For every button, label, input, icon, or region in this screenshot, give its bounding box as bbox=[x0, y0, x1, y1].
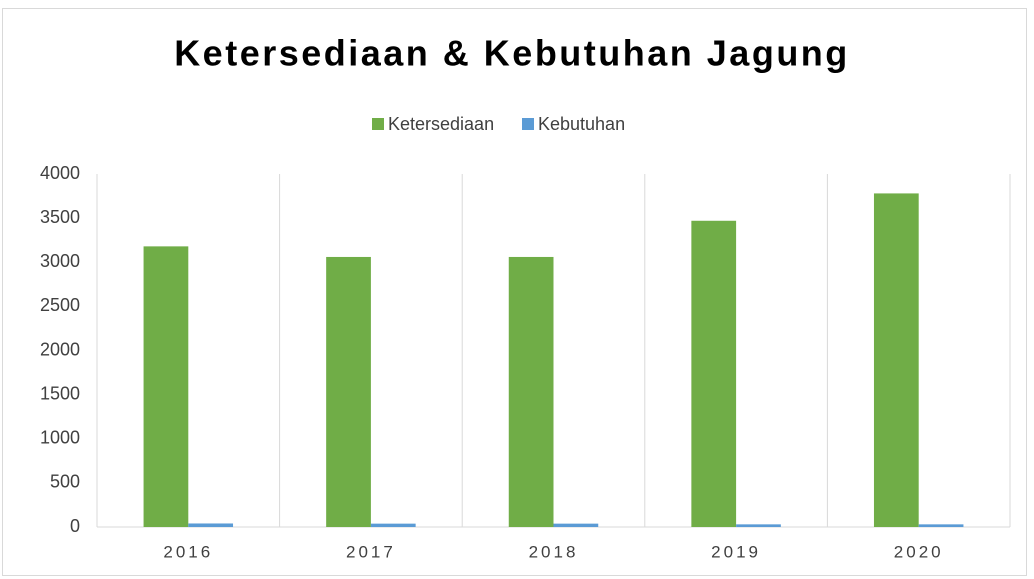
chart-title: Ketersediaan & Kebutuhan Jagung bbox=[174, 33, 850, 74]
y-tick-label: 3500 bbox=[40, 207, 80, 227]
y-tick-label: 2000 bbox=[40, 339, 80, 359]
legend-label: Ketersediaan bbox=[388, 114, 494, 134]
bar bbox=[691, 220, 737, 527]
y-tick-label: 500 bbox=[50, 472, 80, 492]
bar bbox=[326, 256, 371, 527]
y-tick-label: 0 bbox=[70, 516, 80, 536]
legend-swatch bbox=[522, 118, 534, 130]
x-tick-label: 2017 bbox=[346, 542, 396, 561]
bar bbox=[508, 256, 554, 527]
x-tick-label: 2016 bbox=[163, 542, 213, 561]
x-tick-label: 2018 bbox=[529, 542, 579, 561]
bar bbox=[370, 523, 416, 527]
bar bbox=[918, 524, 964, 527]
bar bbox=[188, 523, 234, 527]
legend-swatch bbox=[372, 118, 384, 130]
bar bbox=[873, 193, 919, 528]
x-tick-label: 2019 bbox=[711, 542, 761, 561]
bar bbox=[736, 524, 781, 527]
x-tick-label: 2020 bbox=[894, 542, 944, 561]
y-tick-label: 1500 bbox=[40, 383, 80, 403]
y-tick-label: 3000 bbox=[40, 251, 80, 271]
y-tick-label: 4000 bbox=[40, 163, 80, 183]
bar bbox=[553, 523, 599, 527]
bar bbox=[143, 246, 189, 528]
y-tick-label: 1000 bbox=[40, 428, 80, 448]
y-tick-label: 2500 bbox=[40, 295, 80, 315]
legend-label: Kebutuhan bbox=[538, 114, 625, 134]
